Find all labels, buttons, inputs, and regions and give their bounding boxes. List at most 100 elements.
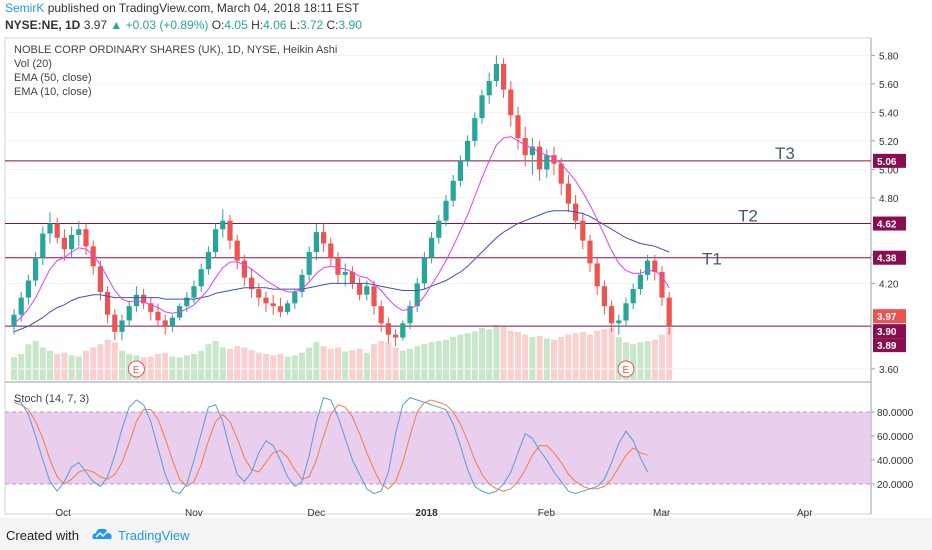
time-axis-label: 2018	[415, 508, 438, 518]
volume-bar	[493, 324, 500, 380]
volume-bar	[39, 347, 46, 380]
tradingview-link[interactable]: TradingView	[118, 528, 190, 543]
author-link[interactable]: SemirK	[5, 1, 45, 15]
volume-bar	[529, 337, 536, 380]
publish-header: SemirK published on TradingView.com, Mar…	[5, 1, 359, 15]
time-axis-label: Dec	[307, 508, 325, 518]
high-label: H:	[251, 18, 264, 32]
volume-bar	[270, 355, 277, 380]
level-price-tag: 4.62	[877, 220, 897, 231]
stoch-legend: Stoch (14, 7, 3)	[14, 393, 89, 405]
created-with-label: Created with	[6, 528, 79, 543]
volume-bar	[198, 350, 205, 380]
current-price-tag: 3.97	[877, 312, 897, 323]
volume-bar	[666, 328, 673, 380]
candle-body	[443, 200, 449, 221]
volume-bar	[601, 329, 608, 380]
candle-body	[393, 334, 399, 338]
candle-body	[328, 243, 334, 258]
candle-body	[515, 115, 521, 139]
level-price-tag-bg	[873, 250, 906, 265]
target-level-label: T2	[738, 207, 758, 226]
candle-body	[522, 138, 528, 156]
volume-bar	[363, 352, 370, 380]
candle-body	[191, 286, 197, 298]
volume-bar	[421, 344, 428, 380]
volume-bar	[75, 356, 82, 380]
time-axis-label: Apr	[797, 508, 813, 518]
candle-body	[508, 89, 514, 116]
volume-bar	[97, 344, 104, 380]
candle-body	[54, 223, 60, 238]
volume-bar	[83, 350, 89, 380]
earnings-marker-label: E	[623, 365, 630, 376]
candle-body	[112, 314, 118, 332]
candle-body	[83, 229, 89, 247]
volume-bar	[551, 339, 557, 380]
candle-body	[321, 232, 327, 244]
current-price-tag-bg	[873, 324, 906, 339]
volume-bar	[205, 344, 212, 380]
candle-body	[594, 263, 600, 287]
candle-body	[47, 223, 53, 234]
volume-bar	[399, 350, 406, 380]
candle-body	[587, 240, 593, 264]
stoch-tick-label: 60.0000	[877, 432, 914, 443]
current-price-tag-bg	[873, 338, 906, 353]
open-value: 4.05	[224, 18, 248, 32]
volume-bar	[263, 354, 269, 380]
candle-body	[198, 269, 204, 287]
volume-bar	[291, 355, 298, 380]
candle-body	[97, 266, 103, 292]
candle-body	[666, 297, 672, 327]
chart-title: NOBLE CORP ORDINARY SHARES (UK), 1D, NYS…	[14, 44, 337, 56]
volume-bar	[191, 354, 197, 380]
candle-body	[544, 155, 550, 170]
candle-body	[220, 220, 226, 230]
level-price-tag: 5.06	[877, 157, 897, 168]
stoch-axis-labels: 20.0000 40.0000 60.0000 80.0000	[871, 408, 914, 491]
stoch-tick-label: 80.0000	[877, 408, 914, 419]
volume-bar	[471, 331, 478, 380]
stoch-tick-label: 40.0000	[877, 456, 914, 467]
volume-bar	[255, 352, 262, 380]
candle-body	[364, 286, 370, 295]
candle-body	[205, 252, 211, 270]
volume-bar	[515, 331, 521, 380]
target-level-label: T3	[775, 144, 795, 163]
candle-body	[18, 297, 24, 315]
candle-body	[263, 297, 269, 304]
earnings-marker-label: E	[133, 365, 140, 376]
candle-body	[429, 237, 435, 258]
volume-bar	[464, 333, 471, 380]
candle-body	[241, 260, 247, 278]
time-axis-label: Nov	[185, 508, 203, 518]
volume-bar	[644, 341, 651, 380]
grid	[5, 54, 871, 370]
volume-bar	[61, 352, 68, 380]
candle-body	[285, 303, 291, 312]
candle-body	[479, 95, 485, 119]
current-price-tag-bg	[873, 309, 906, 324]
stoch-overbought-oversold-band	[5, 412, 871, 484]
candle-body	[76, 229, 82, 235]
volume-bar	[306, 347, 313, 380]
candle-body	[335, 257, 341, 275]
volume-bar	[54, 354, 61, 380]
volume-bar	[428, 342, 435, 380]
price-tick-label: 5.40	[879, 108, 899, 119]
volume-bar	[219, 347, 226, 380]
stoch-band	[5, 411, 871, 485]
current-price-tag: 3.90	[877, 327, 897, 338]
volume-bar	[299, 352, 305, 380]
stoch-d-line	[13, 399, 648, 492]
volume-bar	[615, 337, 622, 380]
close-label: C:	[326, 18, 339, 32]
candle-body	[414, 283, 420, 307]
ema10-legend: EMA (10, close)	[14, 86, 92, 98]
volume-bar	[183, 355, 190, 380]
level-price-tag-bg	[873, 153, 906, 168]
candle-body	[169, 317, 175, 327]
